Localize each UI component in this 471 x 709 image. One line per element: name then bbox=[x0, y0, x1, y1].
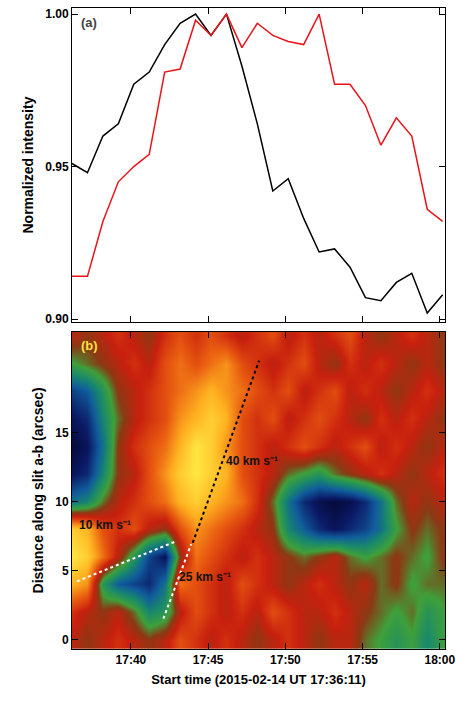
svg-text:17:40: 17:40 bbox=[116, 653, 147, 667]
svg-text:5: 5 bbox=[62, 564, 69, 578]
svg-text:10 km s⁻¹: 10 km s⁻¹ bbox=[79, 518, 131, 532]
svg-text:0.90: 0.90 bbox=[45, 312, 69, 326]
svg-text:15: 15 bbox=[55, 426, 69, 440]
svg-text:17:50: 17:50 bbox=[270, 653, 301, 667]
svg-text:18:00: 18:00 bbox=[424, 653, 455, 667]
svg-text:(b): (b) bbox=[81, 338, 98, 353]
svg-text:1.00: 1.00 bbox=[45, 7, 69, 21]
svg-text:17:45: 17:45 bbox=[193, 653, 224, 667]
svg-text:(a): (a) bbox=[81, 15, 97, 30]
svg-text:10: 10 bbox=[55, 495, 69, 509]
svg-text:Start time (2015-02-14 UT 17:3: Start time (2015-02-14 UT 17:36:11) bbox=[151, 672, 366, 687]
svg-text:25 km s⁻¹: 25 km s⁻¹ bbox=[179, 570, 231, 584]
svg-text:Normalized intensity: Normalized intensity bbox=[20, 96, 36, 233]
svg-text:0: 0 bbox=[62, 633, 69, 647]
svg-text:17:55: 17:55 bbox=[347, 653, 378, 667]
svg-text:40 km s⁻¹: 40 km s⁻¹ bbox=[226, 454, 278, 468]
svg-text:0.95: 0.95 bbox=[45, 160, 69, 174]
svg-text:Distance along slit a-b (arcse: Distance along slit a-b (arcsec) bbox=[30, 387, 46, 593]
